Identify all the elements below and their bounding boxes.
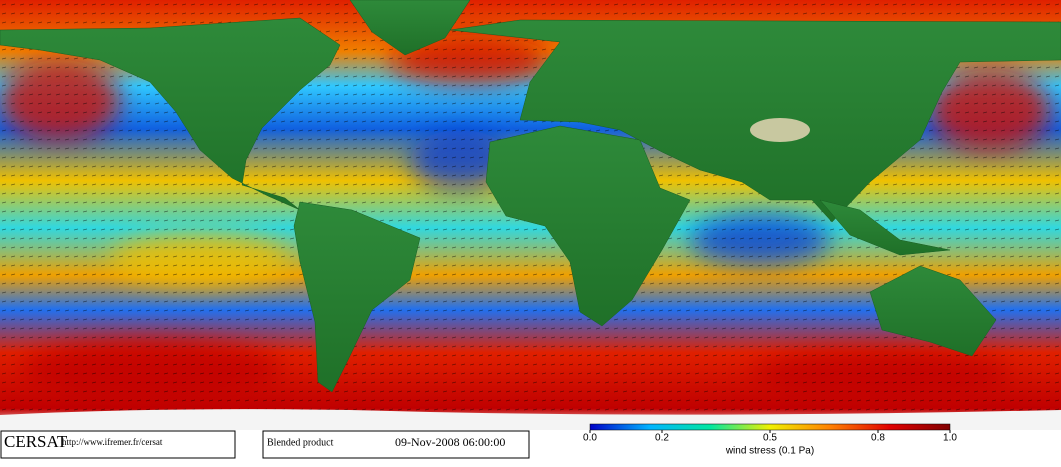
colorbar: 0.0 0.2 0.5 0.8 1.0 — [583, 423, 957, 444]
colorbar-tick-label: 0.5 — [763, 433, 777, 444]
tibet-plateau — [750, 118, 810, 142]
url[interactable]: http://www.ifremer.fr/cersat — [62, 437, 163, 447]
colorbar-scale — [589, 423, 951, 431]
product: Blended product — [267, 437, 334, 448]
colorbar-tick-label: 0.0 — [583, 433, 597, 444]
logo: CERSAT — [4, 432, 68, 451]
footer — [0, 430, 1061, 462]
info-box — [262, 430, 530, 459]
continents — [0, 0, 1061, 393]
logo-box — [0, 430, 236, 459]
colorbar-label: wind stress (0.1 Pa) — [725, 446, 814, 457]
colorbar-tick-label: 1.0 — [943, 433, 957, 444]
colorbar-tick-label: 0.2 — [655, 433, 669, 444]
colorbar-tick-label: 0.8 — [871, 433, 885, 444]
date: 09-Nov-2008 06:00:00 — [395, 435, 505, 449]
